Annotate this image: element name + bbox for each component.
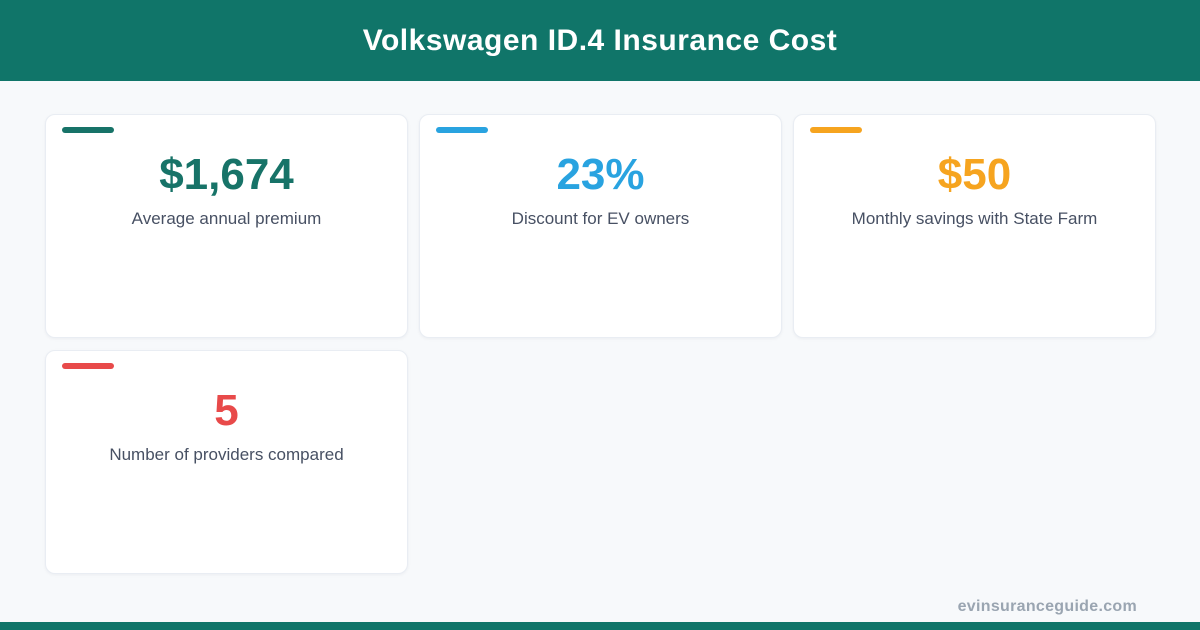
- stat-card-monthly-savings: $50 Monthly savings with State Farm: [793, 114, 1156, 338]
- stat-label: Monthly savings with State Farm: [851, 209, 1098, 229]
- stat-card-average-premium: $1,674 Average annual premium: [45, 114, 408, 338]
- stat-value: 23%: [556, 150, 645, 199]
- stat-card-providers-compared: 5 Number of providers compared: [45, 350, 408, 574]
- stat-card-ev-discount: 23% Discount for EV owners: [419, 114, 782, 338]
- header-bar: Volkswagen ID.4 Insurance Cost: [0, 0, 1200, 81]
- accent-bar: [62, 363, 114, 369]
- accent-bar: [436, 127, 488, 133]
- stat-label: Discount for EV owners: [511, 209, 690, 229]
- bottom-accent-bar: [0, 622, 1200, 630]
- accent-bar: [62, 127, 114, 133]
- stat-value: $1,674: [159, 150, 294, 199]
- stats-grid: $1,674 Average annual premium 23% Discou…: [0, 81, 1200, 574]
- stat-value: 5: [214, 386, 239, 435]
- accent-bar: [810, 127, 862, 133]
- page-title: Volkswagen ID.4 Insurance Cost: [362, 23, 838, 57]
- stat-label: Number of providers compared: [109, 445, 344, 465]
- watermark-text: evinsuranceguide.com: [957, 598, 1137, 615]
- stat-value: $50: [937, 150, 1012, 199]
- stat-label: Average annual premium: [131, 209, 322, 229]
